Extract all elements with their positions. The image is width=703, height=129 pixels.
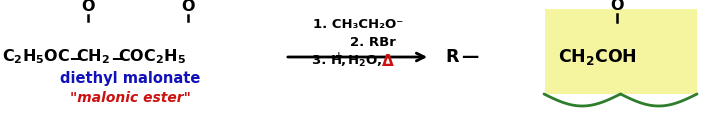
- Text: R: R: [445, 48, 458, 66]
- Text: diethyl malonate: diethyl malonate: [60, 71, 200, 87]
- Text: —: —: [461, 48, 478, 66]
- Text: $\mathbf{-}$: $\mathbf{-}$: [110, 48, 124, 66]
- Text: O: O: [82, 0, 95, 14]
- Text: +: +: [335, 51, 342, 61]
- Bar: [545, 9, 697, 94]
- Text: $\mathbf{, H_2O,}$: $\mathbf{, H_2O,}$: [340, 53, 382, 68]
- Text: $\mathbf{CH_2COH}$: $\mathbf{CH_2COH}$: [558, 47, 637, 67]
- Text: O: O: [610, 0, 624, 13]
- Text: 2. RBr: 2. RBr: [350, 35, 396, 49]
- Text: $\mathbf{C_2H_5OC}$: $\mathbf{C_2H_5OC}$: [2, 48, 70, 66]
- Text: "malonic ester": "malonic ester": [70, 91, 191, 105]
- Text: 1. CH₃CH₂O⁻: 1. CH₃CH₂O⁻: [313, 18, 403, 31]
- Text: $\mathbf{-}$: $\mathbf{-}$: [68, 48, 83, 66]
- Text: $\mathbf{COC_2H_5}$: $\mathbf{COC_2H_5}$: [118, 48, 186, 66]
- Text: $\mathbf{CH_2}$: $\mathbf{CH_2}$: [76, 48, 110, 66]
- Text: O: O: [181, 0, 195, 14]
- Text: 3. H: 3. H: [312, 54, 342, 67]
- Text: Δ: Δ: [382, 54, 394, 68]
